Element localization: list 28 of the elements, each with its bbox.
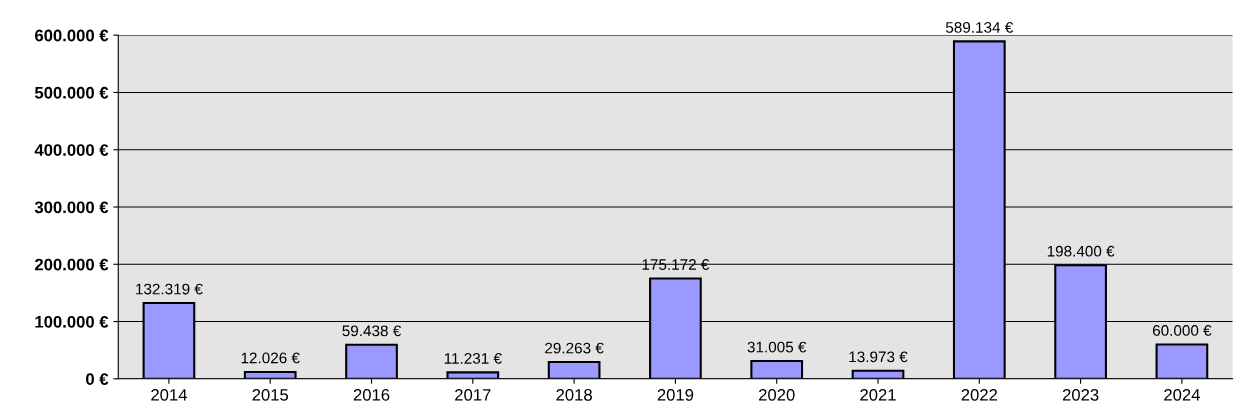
data-label: 13.973 € (849, 351, 908, 363)
y-tick-label: 400.000 € (34, 144, 109, 156)
data-label: 29.263 € (545, 342, 604, 354)
y-tick-label: 200.000 € (34, 258, 109, 271)
x-tick-label: 2023 (1062, 388, 1099, 401)
data-label: 198.400 € (1047, 245, 1115, 257)
x-tick-label: 2014 (151, 388, 187, 401)
x-tick-label: 2020 (759, 388, 795, 401)
y-tick-label: 0 € (86, 373, 109, 386)
data-label: 589.134 € (945, 22, 1014, 33)
y-tick-label: 600.000 € (35, 29, 109, 42)
data-label: 59.438 € (342, 325, 402, 337)
x-tick-label: 2015 (252, 388, 289, 401)
x-tick-label: 2017 (455, 388, 491, 401)
x-tick-label: 2016 (353, 388, 390, 401)
y-tick-label: 300.000 € (34, 201, 109, 214)
data-label: 132.319 € (136, 283, 203, 295)
x-tick-label: 2019 (657, 388, 694, 401)
data-label: 60.000 € (1152, 325, 1212, 336)
x-tick-label: 2024 (1164, 388, 1200, 401)
y-tick-label: 100.000 € (35, 315, 109, 328)
data-label: 12.026 € (241, 352, 300, 364)
data-label: 31.005 € (747, 341, 807, 353)
x-tick-label: 2021 (860, 388, 896, 401)
x-tick-label: 2022 (961, 388, 998, 401)
data-label: 11.231 € (444, 352, 502, 364)
x-tick-label: 2018 (556, 388, 592, 401)
y-tick-label: 500.000 € (34, 86, 109, 99)
